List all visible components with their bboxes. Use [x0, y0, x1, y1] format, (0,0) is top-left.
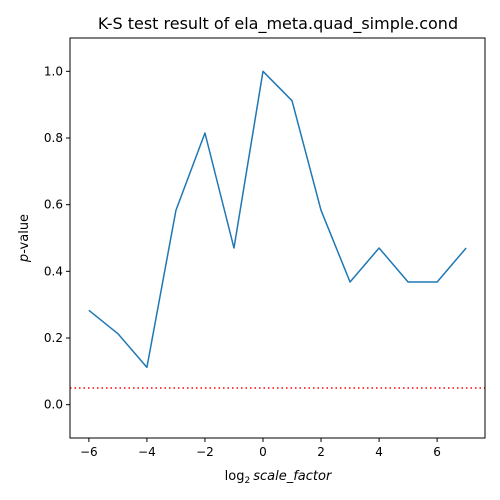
plot-area	[70, 70, 485, 389]
y-axis-label-suffix: -value	[17, 214, 32, 254]
chart-title: K-S test result of ela_meta.quad_simple.…	[98, 14, 458, 34]
x-axis-label-prefix: log	[225, 469, 245, 484]
y-tick-label: 0.6	[44, 198, 63, 212]
x-tick-label: 4	[375, 445, 383, 459]
x-tick-label: 2	[317, 445, 325, 459]
y-tick-label: 0.4	[44, 264, 63, 278]
x-axis-label-variable: scale_factor	[253, 469, 333, 484]
x-axis-ticks: −6 −4 −2 0 2 4 6	[80, 438, 441, 459]
x-tick-label: −4	[138, 445, 156, 459]
y-axis-ticks: 0.0 0.2 0.4 0.6 0.8 1.0	[44, 64, 70, 412]
series-line	[88, 70, 467, 369]
y-tick-label: 0.2	[44, 331, 63, 345]
x-axis-label: log2 scale_factor	[225, 469, 333, 486]
y-tick-label: 0.8	[44, 131, 63, 145]
y-tick-label: 1.0	[44, 64, 63, 78]
x-axis-label-subscript: 2	[245, 476, 251, 486]
y-tick-label: 0.0	[44, 398, 63, 412]
axes-frame	[69, 37, 486, 439]
y-axis-label: p-value	[17, 214, 32, 263]
x-tick-label: 6	[433, 445, 441, 459]
x-tick-label: −2	[196, 445, 214, 459]
x-tick-label: 0	[259, 445, 267, 459]
y-axis-label-variable: p	[17, 254, 32, 263]
x-tick-label: −6	[80, 445, 98, 459]
